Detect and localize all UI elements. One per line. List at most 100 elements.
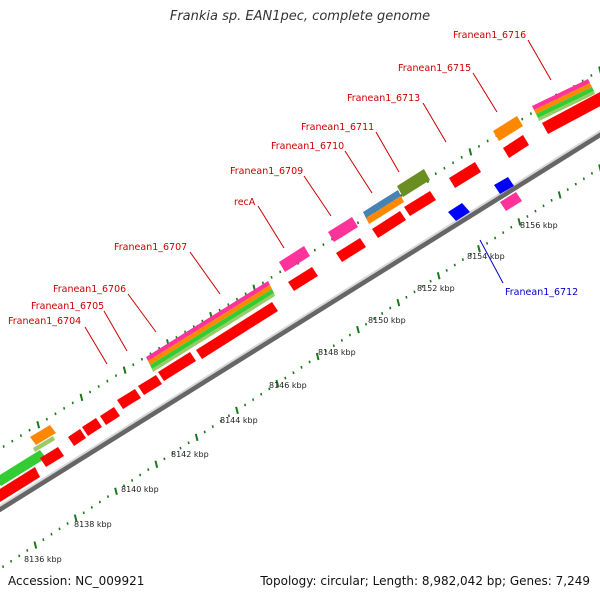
gene-feature[interactable]: [100, 407, 120, 425]
tick-mark: [436, 271, 441, 280]
tick-mark: [421, 285, 424, 288]
tick-mark: [131, 479, 134, 482]
tick-mark: [218, 308, 221, 312]
tick-mark: [477, 245, 481, 253]
tick-mark: [348, 333, 352, 337]
tick-mark: [279, 270, 282, 274]
gene-feature[interactable]: [493, 116, 523, 141]
gene-feature[interactable]: [336, 238, 366, 262]
gene-label[interactable]: Franean1_6709: [230, 166, 303, 177]
gene-feature[interactable]: [82, 418, 102, 436]
gene-feature[interactable]: [372, 211, 406, 238]
gene-feature[interactable]: [196, 302, 278, 359]
gene-label[interactable]: Franean1_6710: [271, 141, 344, 152]
gene-feature[interactable]: [536, 87, 594, 118]
scale-label: 8138 kbp: [74, 520, 112, 529]
gene-label[interactable]: Franean1_6704: [8, 316, 81, 327]
scale-label: 8148 kbp: [318, 348, 356, 357]
accession-text: Accession: NC_009921: [8, 574, 145, 588]
tick-mark: [1, 565, 5, 569]
tick-mark: [106, 495, 110, 498]
tick-mark: [460, 155, 463, 159]
feature-track: [0, 79, 600, 502]
gene-feature[interactable]: [449, 162, 481, 188]
gene-feature[interactable]: [363, 190, 401, 218]
gene-feature[interactable]: [148, 285, 272, 365]
gene-feature[interactable]: [532, 79, 590, 110]
tick-mark: [322, 243, 325, 247]
gene-feature[interactable]: [279, 246, 310, 272]
gene-label[interactable]: Franean1_6712: [505, 287, 578, 298]
gene-label[interactable]: Franean1_6707: [114, 242, 187, 253]
gene-feature[interactable]: [152, 293, 275, 372]
tick-mark: [443, 166, 446, 170]
tick-mark: [171, 452, 174, 455]
gene-feature[interactable]: [397, 169, 430, 197]
gene-feature[interactable]: [494, 177, 514, 194]
gene-feature[interactable]: [328, 217, 358, 242]
tick-mark: [521, 117, 524, 121]
tick-mark: [534, 209, 537, 213]
tick-mark: [557, 191, 562, 199]
gene-feature[interactable]: [40, 447, 64, 467]
tick-mark: [140, 357, 144, 361]
tick-mark: [453, 263, 456, 267]
gene-feature[interactable]: [30, 425, 56, 445]
scale-tick-track: [1, 164, 600, 569]
gene-label-group: Franean1_6704 Franean1_6705 Franean1_670…: [8, 30, 578, 327]
tick-mark: [114, 487, 118, 495]
gene-feature[interactable]: [146, 281, 270, 361]
tick-mark: [244, 292, 247, 296]
tick-mark: [219, 419, 222, 423]
gene-feature[interactable]: [366, 196, 404, 224]
tick-mark: [50, 532, 53, 536]
gene-feature[interactable]: [534, 83, 592, 114]
gene-label[interactable]: recA: [234, 197, 256, 208]
tick-mark: [10, 559, 13, 563]
tick-mark: [235, 406, 239, 415]
gene-label[interactable]: Franean1_6713: [347, 93, 420, 104]
tick-mark: [494, 236, 497, 240]
gene-feature[interactable]: [68, 429, 86, 446]
tick-mark: [429, 279, 432, 283]
gene-feature[interactable]: [138, 375, 162, 395]
gene-label[interactable]: Franean1_6706: [53, 284, 126, 295]
tick-mark: [235, 297, 239, 301]
gene-feature[interactable]: [117, 389, 141, 409]
tick-mark: [598, 164, 600, 172]
tick-mark: [54, 412, 57, 416]
tick-mark: [252, 398, 255, 402]
gene-feature[interactable]: [404, 191, 436, 216]
tick-mark: [542, 204, 545, 208]
tick-mark: [36, 420, 41, 429]
tick-mark: [550, 198, 553, 202]
gene-feature[interactable]: [503, 135, 529, 158]
gene-label[interactable]: Franean1_6711: [301, 122, 374, 133]
gene-feature[interactable]: [448, 203, 470, 221]
gene-feature[interactable]: [542, 92, 600, 134]
tick-mark: [82, 511, 85, 515]
tick-mark: [517, 218, 522, 226]
gene-feature[interactable]: [0, 467, 40, 502]
gene-label[interactable]: Franean1_6715: [398, 63, 471, 74]
gene-feature[interactable]: [0, 450, 46, 486]
gene-feature[interactable]: [33, 436, 55, 452]
gene-feature[interactable]: [538, 91, 595, 121]
gene-feature[interactable]: [288, 267, 318, 291]
gene-feature[interactable]: [500, 192, 522, 211]
gene-feature[interactable]: [150, 289, 274, 369]
tick-mark: [477, 145, 481, 148]
tick-mark: [179, 446, 182, 450]
gene-feature[interactable]: [158, 352, 196, 381]
tick-mark: [194, 433, 199, 442]
scale-label: 8144 kbp: [220, 416, 258, 425]
gene-label[interactable]: Franean1_6716: [453, 30, 526, 41]
tick-mark: [122, 366, 127, 374]
tick-mark: [364, 322, 368, 326]
tick-mark: [26, 549, 29, 552]
tick-mark: [340, 338, 343, 342]
tick-mark: [19, 434, 23, 438]
gene-label[interactable]: Franean1_6705: [31, 301, 104, 312]
scale-label-group: 8136 kbp 8138 kbp 8140 kbp 8142 kbp 8144…: [24, 221, 558, 564]
